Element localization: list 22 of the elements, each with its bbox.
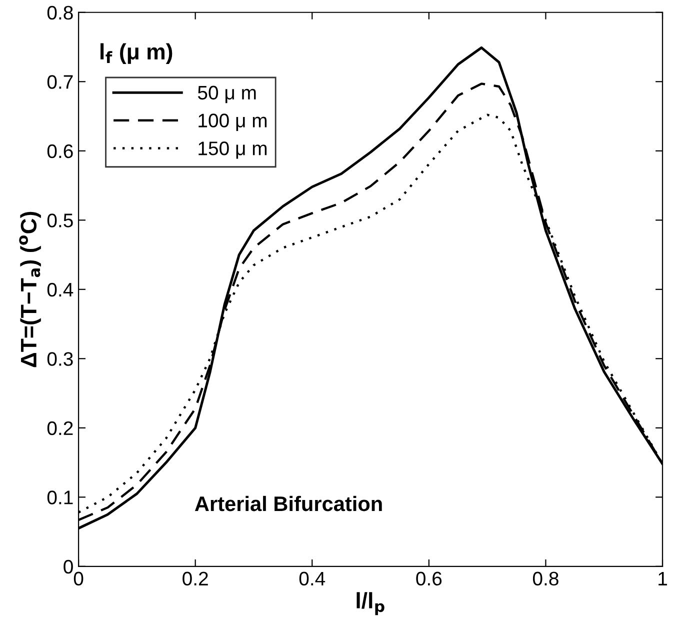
- y-tick-label: 0.5: [47, 214, 73, 228]
- y-tick-label: 0.2: [47, 421, 73, 436]
- x-tick-label: 0.4: [299, 572, 326, 586]
- x-tick-label: 1: [658, 572, 667, 586]
- x-tick-label: 0.2: [182, 572, 208, 586]
- y-tick-label: 0.8: [47, 6, 73, 20]
- y-tick-label: 0.1: [47, 490, 73, 504]
- y-tick-label: 0.7: [47, 75, 73, 89]
- legend-label: 150 μ m: [198, 141, 267, 159]
- x-tick-label: 0.8: [532, 572, 558, 586]
- annotation: Arterial Bifurcation: [194, 496, 382, 512]
- y-tick-label: 0.6: [47, 144, 73, 158]
- y-tick-label: 0: [64, 560, 73, 574]
- x-axis-title: l/l$_{p}$: [356, 592, 384, 616]
- x-tick-label: 0: [74, 572, 84, 586]
- legend-title: l$_{f}$ (μ m): [100, 43, 172, 64]
- legend-label: 100 μ m: [198, 114, 267, 131]
- y-tick-label: 0.3: [47, 352, 73, 366]
- x-tick-label: 0.6: [416, 572, 442, 586]
- legend-label: 50 μ m: [198, 86, 256, 104]
- y-axis-title: ΔT=(T−T$_{a}$) ($^{o}$C): [19, 212, 41, 368]
- y-tick-label: 0.4: [47, 282, 74, 297]
